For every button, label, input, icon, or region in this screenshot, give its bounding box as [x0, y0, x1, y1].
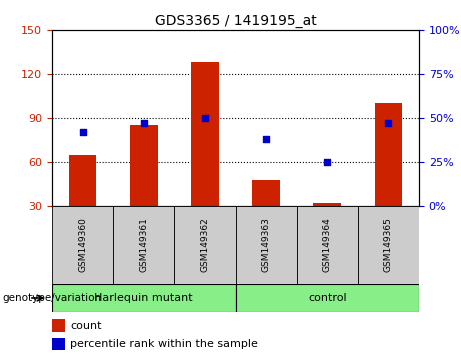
Point	[324, 159, 331, 165]
Text: GSM149365: GSM149365	[384, 218, 393, 273]
Bar	[52, 284, 236, 312]
Point	[201, 115, 209, 121]
Bar	[375, 103, 402, 206]
Bar	[52, 319, 65, 332]
Bar	[236, 284, 419, 312]
Title: GDS3365 / 1419195_at: GDS3365 / 1419195_at	[154, 13, 316, 28]
Bar	[69, 155, 96, 206]
Text: count: count	[70, 321, 101, 331]
Text: control: control	[308, 293, 347, 303]
Bar	[174, 206, 236, 284]
Bar	[297, 206, 358, 284]
Bar	[113, 206, 174, 284]
Bar	[252, 179, 280, 206]
Text: percentile rank within the sample: percentile rank within the sample	[70, 339, 258, 349]
Point	[79, 129, 86, 135]
Bar	[358, 206, 419, 284]
Text: GSM149364: GSM149364	[323, 218, 332, 272]
Text: GSM149361: GSM149361	[139, 218, 148, 273]
Point	[262, 136, 270, 142]
Bar	[313, 203, 341, 206]
Text: GSM149363: GSM149363	[261, 218, 271, 273]
Point	[385, 120, 392, 126]
Bar	[52, 206, 113, 284]
Bar	[130, 125, 158, 206]
Bar	[52, 338, 65, 350]
Text: Harlequin mutant: Harlequin mutant	[95, 293, 193, 303]
Text: GSM149362: GSM149362	[201, 218, 209, 272]
Bar	[191, 62, 219, 206]
Text: GSM149360: GSM149360	[78, 218, 87, 273]
Bar	[236, 206, 297, 284]
Point	[140, 120, 148, 126]
Text: genotype/variation: genotype/variation	[2, 293, 101, 303]
